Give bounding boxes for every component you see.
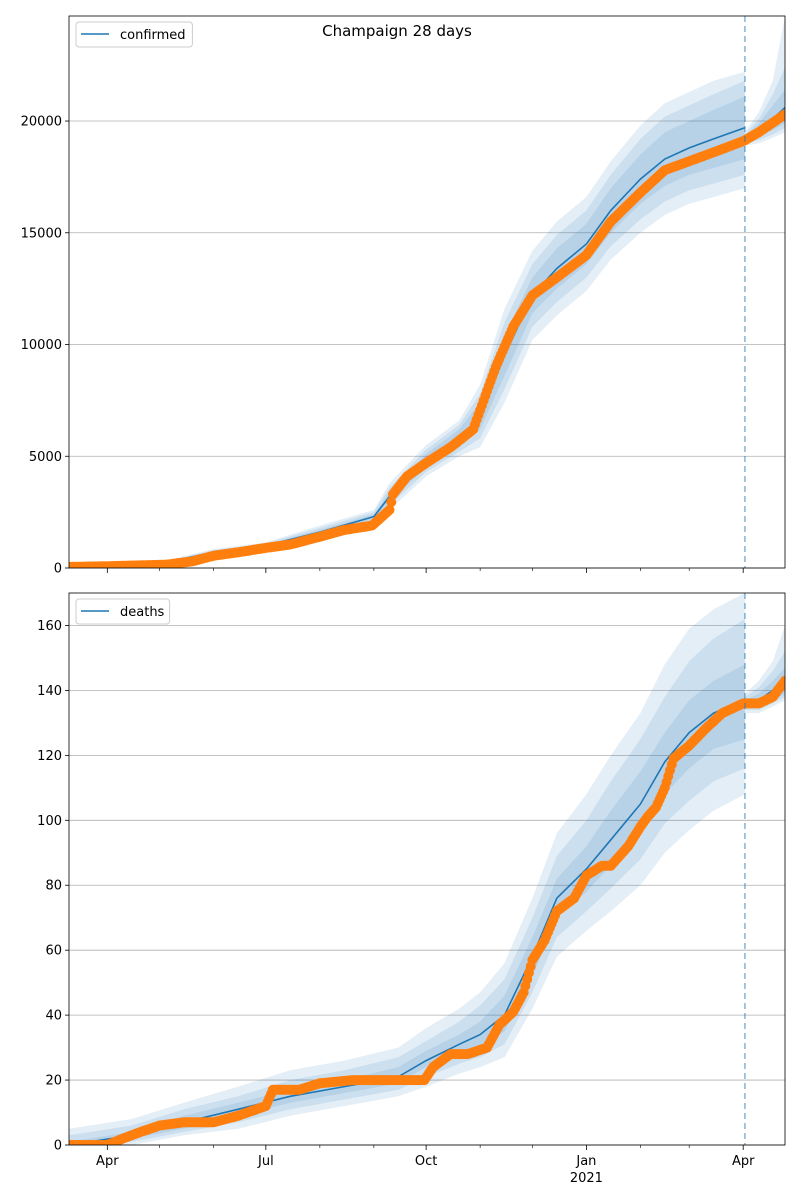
y-tick-label: 160 <box>37 619 62 634</box>
y-tick-label: 140 <box>37 684 62 699</box>
confirmed-panel: 0 5000 10000 15000 20000 confirmed <box>21 15 786 577</box>
uncertainty-band-outer <box>744 16 785 146</box>
x-tick-label: Apr <box>732 1154 755 1169</box>
uncertainty-band-outer <box>69 71 745 567</box>
observed-point <box>780 675 785 686</box>
y-tick-label: 80 <box>45 879 62 894</box>
observed-point <box>386 497 397 508</box>
legend-label: confirmed <box>120 28 186 43</box>
y-tick-label: 100 <box>37 814 62 829</box>
axes-frame <box>68 592 786 1146</box>
uncertainty-band-middle <box>69 80 745 567</box>
observed-point <box>384 504 395 515</box>
x-year-label: 2021 <box>570 1171 603 1186</box>
uncertainty-band-middle <box>69 619 745 1145</box>
observed-point <box>780 109 785 120</box>
y-tick-label: 0 <box>54 1139 62 1154</box>
uncertainty-band-inner <box>69 96 745 567</box>
legend: confirmed <box>75 21 193 48</box>
legend-label: deaths <box>120 605 165 620</box>
x-tick-label: Jul <box>257 1154 274 1169</box>
deaths-panel: 0 20 40 60 80 100 120 140 160 deaths <box>37 592 786 1154</box>
y-tick-label: 60 <box>45 944 62 959</box>
y-tick-label: 40 <box>45 1009 62 1024</box>
deaths-line <box>69 699 746 1145</box>
y-tick-label: 10000 <box>21 338 62 353</box>
legend-box <box>75 598 171 625</box>
legend: deaths <box>75 598 171 625</box>
axes-frame <box>68 15 786 569</box>
y-tick-label: 5000 <box>29 450 62 465</box>
y-tick-label: 120 <box>37 749 62 764</box>
x-tick-label: Oct <box>415 1154 437 1169</box>
y-tick-label: 20 <box>45 1074 62 1089</box>
shared-date-axis: Apr Jul Oct Jan Apr 2021 <box>96 1154 755 1186</box>
y-tick-label: 0 <box>54 562 62 577</box>
x-tick-label: Apr <box>96 1154 119 1169</box>
plot-area <box>69 16 785 568</box>
plot-area <box>69 593 785 1145</box>
y-tick-label: 20000 <box>21 115 62 130</box>
figure-title: Champaign 28 days <box>322 22 472 40</box>
y-tick-label: 15000 <box>21 226 62 241</box>
x-tick-label: Jan <box>575 1154 596 1169</box>
uncertainty-band-inner <box>744 89 785 142</box>
legend-box <box>75 21 193 48</box>
